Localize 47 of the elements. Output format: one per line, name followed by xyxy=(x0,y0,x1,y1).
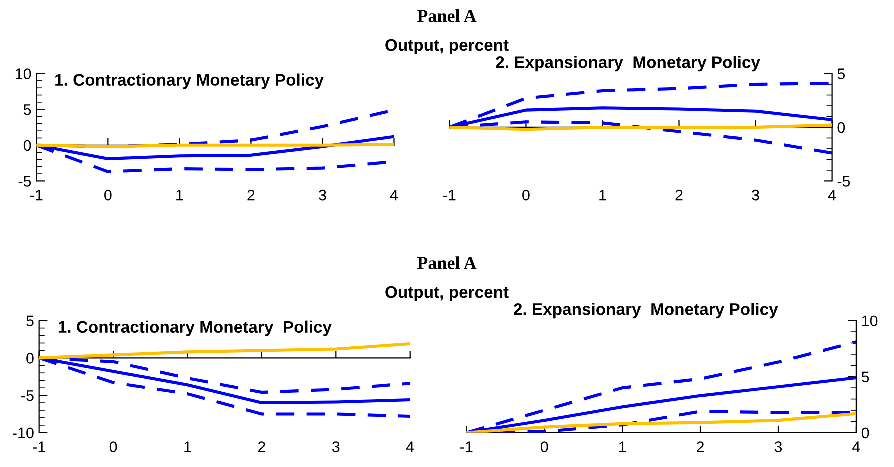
x-tick-label: 3 xyxy=(774,442,782,452)
text: Panel A xyxy=(417,10,477,22)
x-tick-label: -1 xyxy=(444,190,456,201)
x-tick-label: 1 xyxy=(600,190,606,201)
y-tick-label: 5 xyxy=(26,316,34,327)
y-tick-label: 10 xyxy=(16,68,32,80)
x-tick-label: 2 xyxy=(258,442,266,452)
x-tick-label: 1 xyxy=(620,442,626,452)
line-series xyxy=(39,342,410,360)
text: Panel A xyxy=(417,256,477,270)
x-tick-label: 4 xyxy=(828,190,836,201)
x-tick-label: 3 xyxy=(752,190,760,201)
y2-tick-label: 10 xyxy=(862,316,878,327)
text: Output, percent xyxy=(386,39,509,54)
y2-tick-label: 0 xyxy=(862,428,870,439)
x-tick-label: 0 xyxy=(104,190,112,201)
y-tick-label: 5 xyxy=(24,104,32,116)
x-tick-label: -1 xyxy=(33,442,46,452)
chart-title: 2. Expansionary Monetary Policy xyxy=(514,303,778,319)
x-tick-label: 0 xyxy=(110,442,118,452)
x-tick-label: 2 xyxy=(676,190,683,201)
y2-tick-label: 5 xyxy=(862,372,870,383)
x-tick-label: 0 xyxy=(522,190,530,201)
text: Output, percent xyxy=(386,286,509,302)
x-tick-label: 2 xyxy=(248,190,255,201)
y-tick-label: 0 xyxy=(24,140,32,152)
y-tick-label: -10 xyxy=(13,428,34,439)
y2-tick-label: 0 xyxy=(838,122,846,134)
x-tick-label: 0 xyxy=(540,442,548,452)
chart-title: 2. Expansionary Monetary Policy xyxy=(496,56,760,72)
y-tick-label: 0 xyxy=(26,353,34,364)
x-tick-label: 3 xyxy=(332,442,340,452)
x-tick-label: 4 xyxy=(390,190,398,201)
x-tick-label: -1 xyxy=(30,190,43,201)
y-tick-label: -5 xyxy=(18,176,32,187)
x-tick-label: 4 xyxy=(406,442,414,452)
y2-tick-label: 5 xyxy=(838,68,846,80)
chart-title: 1. Contractionary Monetary Policy xyxy=(56,74,324,90)
y-tick-label: -5 xyxy=(22,390,34,402)
chart-title: 1. Contractionary Monetary Policy xyxy=(58,320,332,336)
x-tick-label: -1 xyxy=(460,442,473,452)
x-tick-label: 3 xyxy=(319,190,326,201)
x-tick-label: 1 xyxy=(184,442,192,452)
x-tick-label: 4 xyxy=(852,442,860,452)
x-tick-label: 1 xyxy=(176,190,184,201)
y2-tick-label: -5 xyxy=(838,176,850,187)
x-tick-label: 2 xyxy=(697,442,704,452)
